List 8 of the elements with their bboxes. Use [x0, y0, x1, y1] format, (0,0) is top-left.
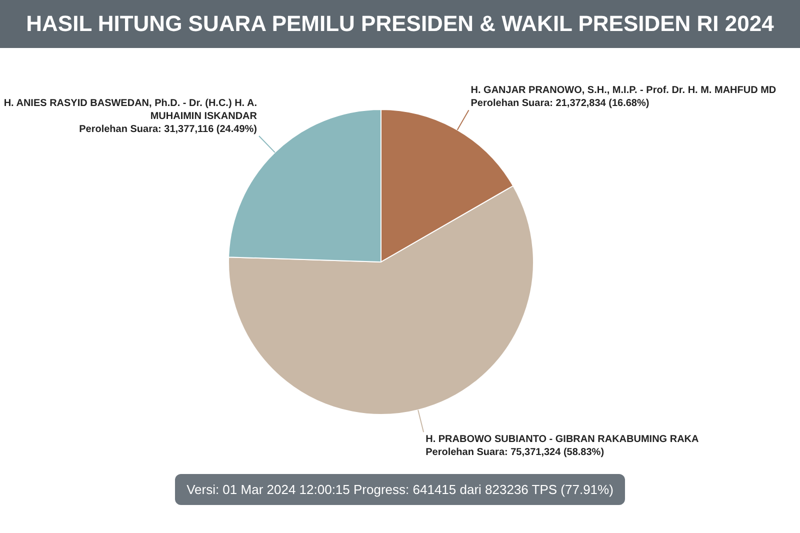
slice-label: H. PRABOWO SUBIANTO - GIBRAN RAKABUMING RAKA [426, 434, 699, 445]
slice-label: H. GANJAR PRANOWO, S.H., M.I.P. - Prof. Dr. H. M. MAHFUD MD [470, 84, 776, 96]
slice-label: H. ANIES RASYID BASWEDAN, Ph.D. - Dr. (H.C.) H. A. MUHAIMIN ISKANDAR [4, 98, 258, 122]
data-label: Perolehan Suara: 21,372,834 (16.68%) [470, 98, 650, 109]
chart-title: HASIL HITUNG SUARA PEMILU PRESIDEN & WAKIL PRESIDEN RI 2024 [0, 0, 800, 48]
data-label: Perolehan Suara: 75,371,324 (58.83%) [426, 446, 604, 458]
data-label: Perolehan Suara: 31,377,116 (24.49%) [79, 124, 257, 135]
text: Versi: 01 Mar 2024 12:00:15 Progress: 641415 dari 823236 TPS (77.91%) [174, 474, 626, 505]
